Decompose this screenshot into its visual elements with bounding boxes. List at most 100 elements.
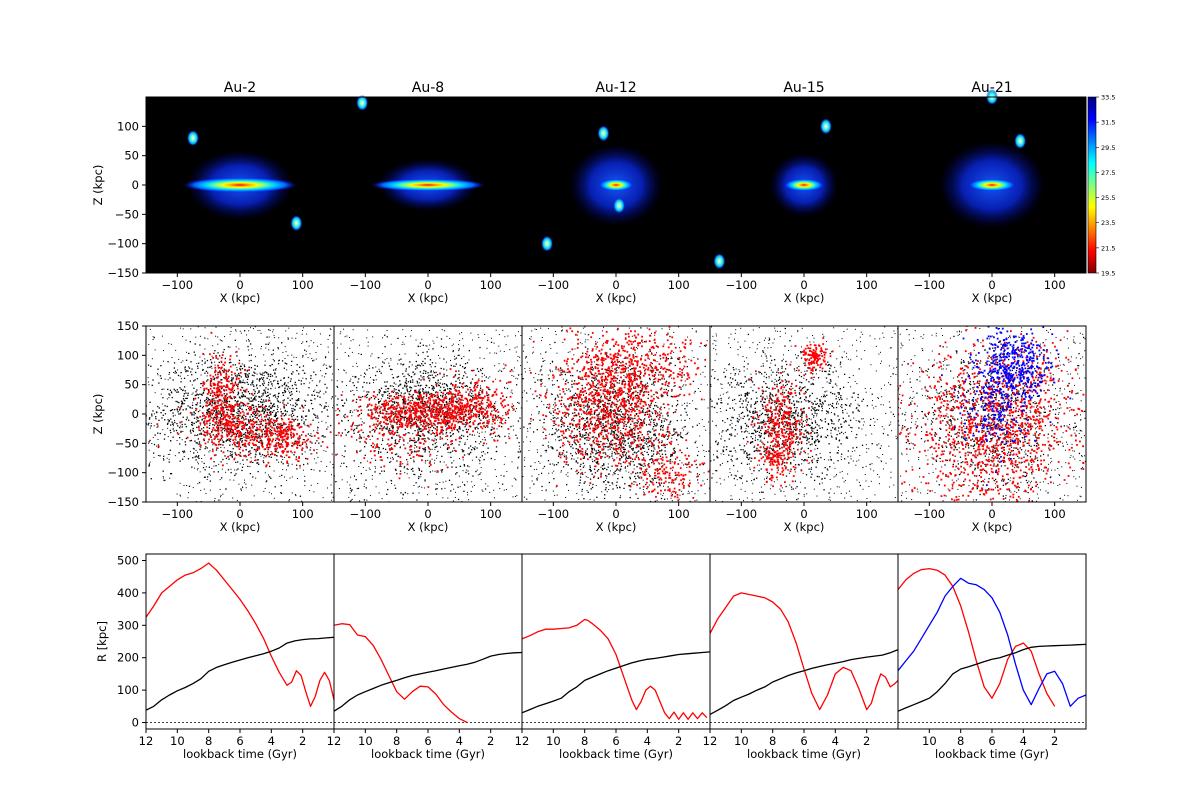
host-star [295, 356, 297, 358]
host-star [241, 408, 243, 411]
host-star [185, 397, 187, 400]
host-star [402, 364, 404, 366]
host-star [265, 422, 267, 425]
host-star [183, 484, 185, 486]
host-star [372, 424, 374, 426]
host-star [427, 446, 429, 448]
host-star [274, 372, 276, 374]
host-star [225, 395, 227, 397]
host-star [219, 421, 221, 423]
host-star [170, 409, 173, 411]
host-star [473, 484, 475, 486]
satellite-star [239, 389, 242, 391]
host-star [412, 379, 414, 381]
host-star [438, 422, 441, 424]
host-star [271, 385, 273, 387]
host-star [465, 373, 467, 375]
host-star [316, 384, 318, 387]
x-tick-label: 0 [800, 278, 807, 292]
host-star [472, 390, 474, 392]
satellite-star [377, 414, 380, 417]
satellite-star [224, 396, 227, 398]
host-star [340, 465, 342, 467]
host-star [350, 499, 352, 501]
host-star [411, 399, 413, 402]
host-star [281, 493, 283, 495]
satellite-star [305, 434, 307, 437]
host-star [517, 457, 520, 459]
host-star [199, 344, 201, 346]
host-star [258, 378, 261, 381]
host-star [244, 454, 246, 457]
host-star [249, 450, 251, 452]
host-star [169, 394, 171, 396]
host-star [484, 409, 486, 411]
host-star [237, 441, 239, 443]
host-star [392, 428, 394, 430]
satellite-star [219, 391, 222, 394]
satellite-star [283, 450, 285, 453]
host-star [365, 442, 367, 444]
host-star [372, 367, 374, 369]
host-star [295, 494, 297, 496]
host-star [392, 425, 394, 427]
host-star [170, 473, 173, 475]
host-star [478, 394, 480, 396]
host-star [484, 439, 486, 441]
host-star [217, 395, 220, 397]
host-star [316, 449, 318, 451]
host-star [170, 391, 173, 393]
host-star [409, 361, 411, 363]
host-star [211, 402, 214, 404]
host-star [422, 372, 424, 374]
host-star [494, 459, 496, 461]
host-star [472, 395, 474, 397]
host-star [418, 492, 420, 494]
host-star [346, 385, 348, 387]
host-star [248, 427, 250, 430]
host-star [313, 329, 315, 331]
host-star [265, 410, 267, 412]
host-star [251, 447, 253, 449]
host-star [493, 497, 495, 499]
host-star [308, 387, 310, 389]
host-star [420, 384, 422, 387]
host-star [231, 380, 233, 382]
host-star [179, 387, 181, 389]
host-star [226, 438, 228, 441]
satellite-star [226, 433, 228, 436]
host-star [412, 467, 414, 470]
host-star [203, 414, 205, 416]
host-star [492, 428, 494, 430]
host-star [401, 344, 403, 346]
host-star [235, 433, 238, 436]
host-star [152, 336, 154, 338]
host-star [425, 395, 428, 397]
host-star [186, 416, 188, 418]
host-star [435, 488, 437, 490]
host-star [309, 449, 311, 451]
host-star [515, 434, 517, 436]
host-star [344, 450, 346, 452]
host-star [503, 418, 505, 420]
host-star [441, 471, 443, 473]
host-star [345, 434, 347, 436]
host-star [301, 415, 303, 417]
host-star [214, 437, 216, 439]
host-star [410, 330, 412, 332]
host-star [358, 424, 360, 426]
host-star [517, 451, 519, 453]
host-star [397, 389, 400, 391]
host-star [491, 410, 493, 412]
host-star [335, 395, 337, 397]
host-star [162, 476, 164, 478]
satellite-star [265, 415, 268, 418]
host-star [259, 385, 261, 387]
satellite-star [259, 426, 262, 428]
satellite-blob [1014, 133, 1027, 149]
host-star [140, 427, 141, 428]
host-star [478, 393, 480, 395]
host-star [277, 380, 279, 382]
host-star [235, 346, 237, 348]
host-star [381, 412, 383, 414]
